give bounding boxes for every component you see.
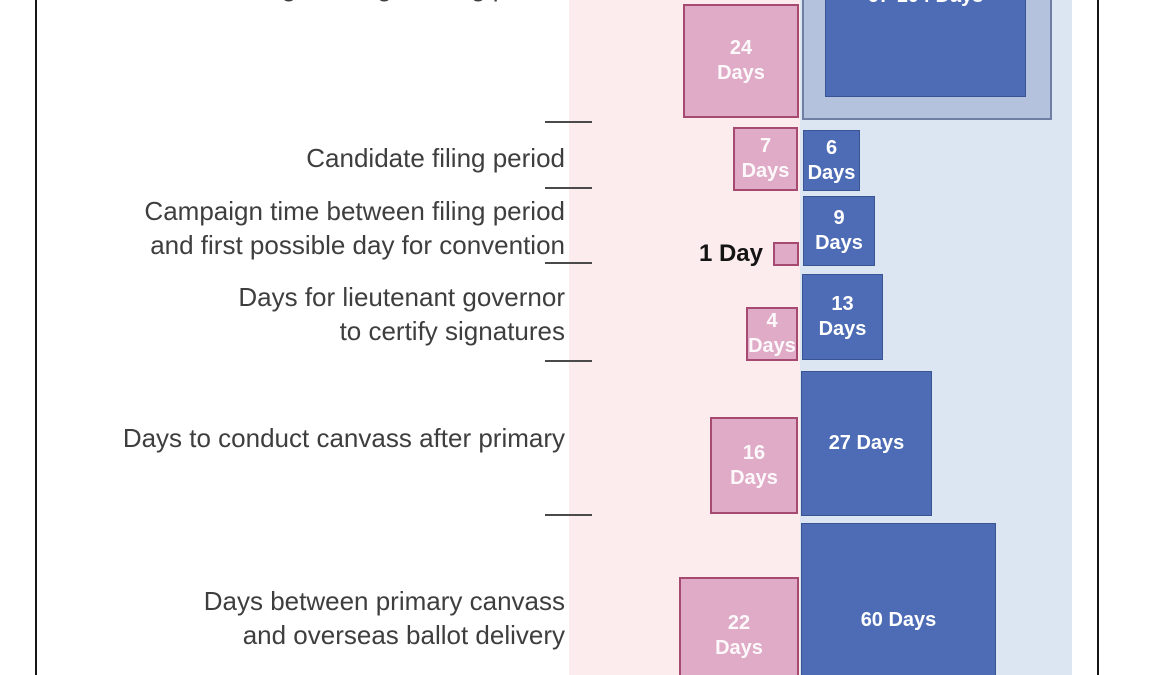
row-tick-2	[545, 187, 592, 189]
row-label-signature-gathering: Signature gathering period	[259, 0, 565, 4]
row-tick-4	[545, 360, 592, 362]
chart-border-left	[35, 0, 37, 675]
box-value-60-days: 60 Days	[860, 609, 937, 631]
row-label-campaign-time: Campaign time between filing period and …	[144, 196, 565, 260]
box-value-4-days: 4 Days	[748, 310, 796, 357]
box-value-9-days: 9 Days	[815, 207, 863, 254]
row-tick-3	[545, 262, 592, 264]
box-value-16-days: 16 Days	[730, 441, 778, 489]
row-label-primary-canvass-overseas: Days between primary canvass and oversea…	[203, 586, 565, 650]
box-value-24-days: 24 Days	[717, 37, 765, 84]
box-value-13-days: 13 Days	[818, 293, 867, 340]
blue-box-60-days: 60 Days	[801, 523, 996, 675]
row-label-canvass-after-primary: Days to conduct canvass after primary	[122, 423, 565, 453]
blue-box-6-days: 6 Days	[803, 130, 860, 191]
pink-box-24-days: 24 Days	[683, 4, 799, 118]
pink-box-7-days: 7 Days	[733, 127, 798, 191]
row-tick-1	[545, 121, 592, 123]
row-label-candidate-filing: Candidate filing period	[306, 143, 565, 173]
box-value-7-days: 7 Days	[741, 135, 790, 182]
blue-box-27-days: 27 Days	[801, 371, 932, 516]
box-value-67-104-days: 67-104 Days	[868, 0, 984, 9]
box-value-27-days: 27 Days	[828, 432, 905, 454]
box-value-6-days: 6 Days	[807, 136, 856, 184]
row-tick-5	[545, 514, 592, 516]
chart-border-right	[1097, 0, 1099, 675]
box-value-22-days: 22 Days	[715, 612, 763, 659]
pink-box-16-days: 16 Days	[710, 417, 798, 514]
blue-box-9-days: 9 Days	[803, 196, 875, 266]
blue-box-13-days: 13 Days	[802, 274, 883, 360]
one-day-label: 1 Day	[698, 240, 763, 267]
pink-box-4-days: 4 Days	[746, 307, 798, 361]
pink-box-1-day	[773, 242, 799, 266]
pink-box-22-days: 22 Days	[679, 577, 799, 675]
row-label-lt-governor-certify: Days for lieutenant governor to certify …	[238, 282, 565, 346]
blue-box-67-104-days: 67-104 Days	[825, 0, 1026, 97]
